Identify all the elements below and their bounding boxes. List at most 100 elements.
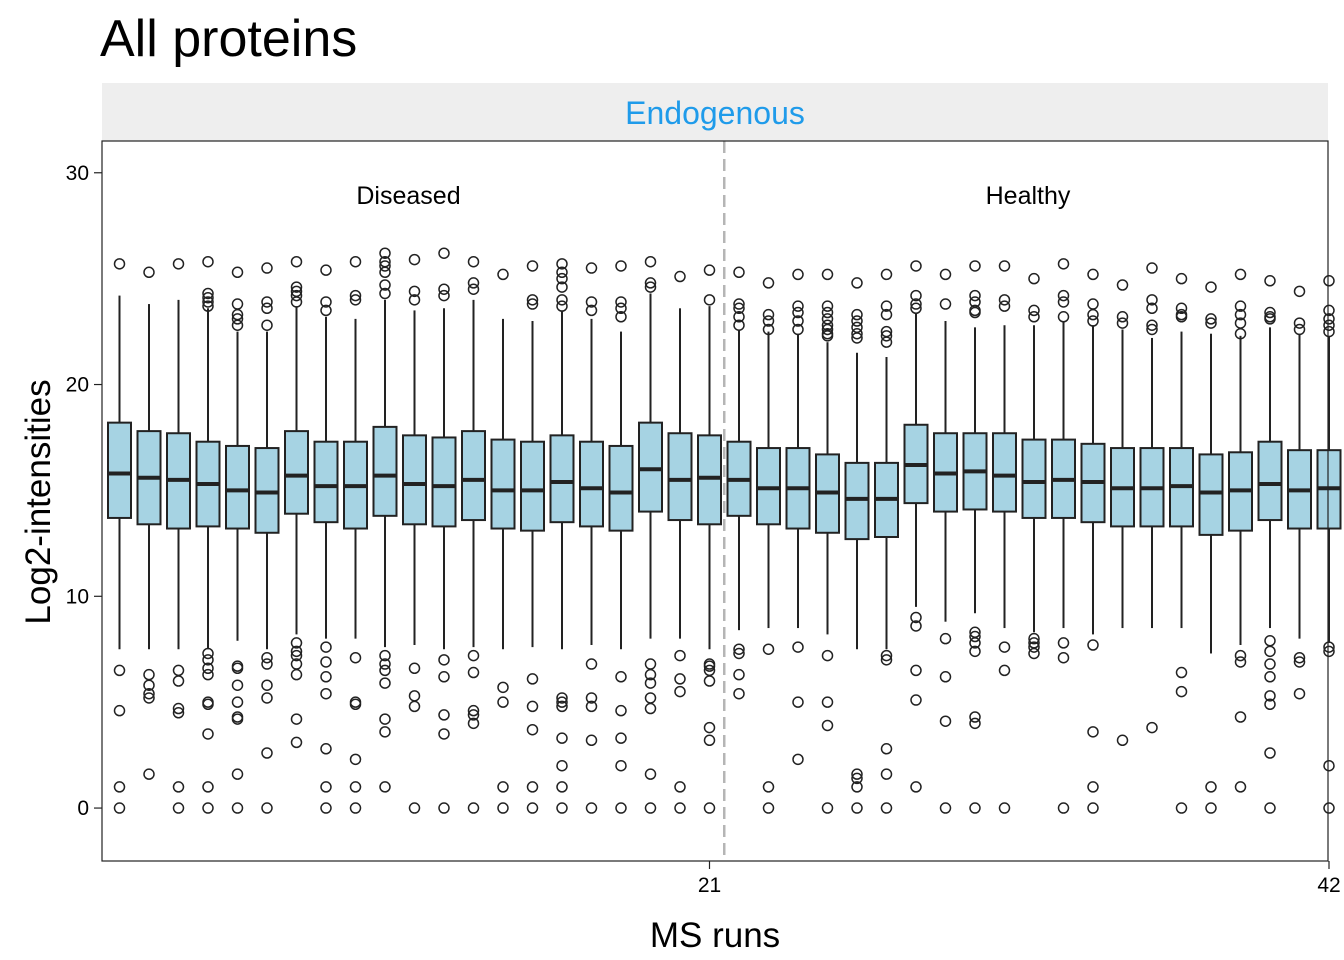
- outlier-point: [231, 768, 244, 780]
- y-tick-label: 0: [77, 797, 89, 820]
- outlier-point: [556, 294, 568, 306]
- outlier-point: [674, 270, 686, 283]
- outlier-point: [1264, 802, 1276, 814]
- outlier-point: [880, 649, 893, 662]
- run-5: [225, 266, 250, 814]
- outlier-point: [379, 726, 391, 738]
- outlier-point: [320, 671, 332, 683]
- outlier-point: [379, 247, 391, 259]
- outlier-point: [644, 281, 657, 293]
- outlier-point: [762, 308, 775, 321]
- outlier-point: [467, 717, 480, 730]
- outlier-point: [762, 781, 775, 793]
- outlier-point: [674, 673, 686, 685]
- outlier-point: [408, 662, 421, 675]
- box: [490, 438, 516, 530]
- outlier-point: [143, 768, 155, 780]
- outlier-point: [969, 306, 981, 319]
- outlier-point: [1175, 311, 1188, 323]
- outlier-point: [792, 323, 804, 336]
- run-8: [313, 264, 339, 814]
- outlier-point: [792, 641, 804, 653]
- outlier-point: [261, 679, 273, 691]
- outlier-point: [910, 298, 922, 310]
- outlier-point: [1323, 304, 1335, 317]
- outlier-point: [762, 315, 775, 327]
- outlier-point: [1205, 313, 1217, 325]
- outlier-point: [379, 677, 391, 689]
- outlier-point: [556, 759, 568, 772]
- outlier-point: [172, 702, 185, 715]
- outlier-point: [733, 298, 745, 310]
- outlier-point: [556, 692, 568, 704]
- outlier-point: [1234, 268, 1247, 281]
- run-36: [1139, 262, 1165, 734]
- outlier-point: [290, 296, 303, 308]
- outlier-point: [497, 268, 509, 281]
- outlier-point: [556, 802, 568, 814]
- outlier-point: [556, 300, 568, 312]
- outlier-point: [408, 285, 421, 298]
- run-38: [1198, 281, 1224, 814]
- outlier-point: [202, 296, 214, 308]
- outlier-point: [1234, 308, 1247, 321]
- outlier-point: [349, 802, 362, 814]
- outlier-point: [1028, 311, 1040, 323]
- run-28: [903, 260, 929, 793]
- outlier-point: [851, 772, 863, 785]
- outlier-point: [261, 302, 273, 315]
- outlier-point: [880, 268, 893, 281]
- run-6: [254, 262, 280, 814]
- outlier-point: [585, 296, 598, 308]
- outlier-point: [497, 802, 509, 814]
- outlier-point: [526, 802, 539, 814]
- outlier-point: [467, 283, 480, 295]
- run-37: [1169, 272, 1194, 814]
- outlier-point: [290, 736, 303, 749]
- box: [638, 421, 663, 513]
- outlier-point: [320, 656, 332, 668]
- outlier-point: [733, 668, 745, 681]
- group-label-diseased: Diseased: [356, 182, 460, 210]
- run-24: [785, 268, 811, 766]
- outlier-point: [320, 641, 332, 653]
- outlier-point: [644, 677, 657, 689]
- outlier-point: [703, 264, 716, 276]
- outlier-point: [615, 732, 627, 744]
- outlier-point: [1116, 279, 1129, 291]
- outlier-point: [851, 332, 863, 344]
- outlier-point: [202, 291, 214, 304]
- outlier-point: [1264, 690, 1276, 702]
- outlier-point: [1293, 317, 1306, 329]
- outlier-point: [585, 692, 598, 704]
- outlier-point: [733, 643, 745, 655]
- outlier-point: [910, 620, 922, 632]
- run-30: [962, 260, 988, 814]
- outlier-point: [851, 802, 863, 814]
- outlier-point: [615, 296, 627, 308]
- outlier-point: [910, 611, 922, 624]
- outlier-point: [792, 753, 804, 766]
- outlier-point: [290, 289, 303, 302]
- run-13: [461, 255, 486, 814]
- run-21: [697, 264, 722, 814]
- box: [1021, 438, 1047, 519]
- outlier-point: [821, 330, 834, 342]
- outlier-point: [674, 781, 686, 793]
- outlier-point: [556, 281, 568, 293]
- x-tick-label: 21: [698, 874, 721, 897]
- outlier-point: [615, 311, 627, 323]
- outlier-point: [290, 668, 303, 681]
- outlier-point: [880, 330, 893, 342]
- outlier-point: [1205, 802, 1217, 814]
- outlier-point: [585, 262, 598, 274]
- outlier-point: [1293, 285, 1306, 298]
- outlier-point: [526, 294, 539, 306]
- outlier-point: [408, 802, 421, 814]
- box: [844, 461, 870, 541]
- outlier-point: [290, 281, 303, 293]
- run-12: [431, 247, 457, 814]
- outlier-point: [998, 300, 1011, 312]
- outlier-point: [526, 700, 539, 713]
- outlier-point: [585, 700, 598, 713]
